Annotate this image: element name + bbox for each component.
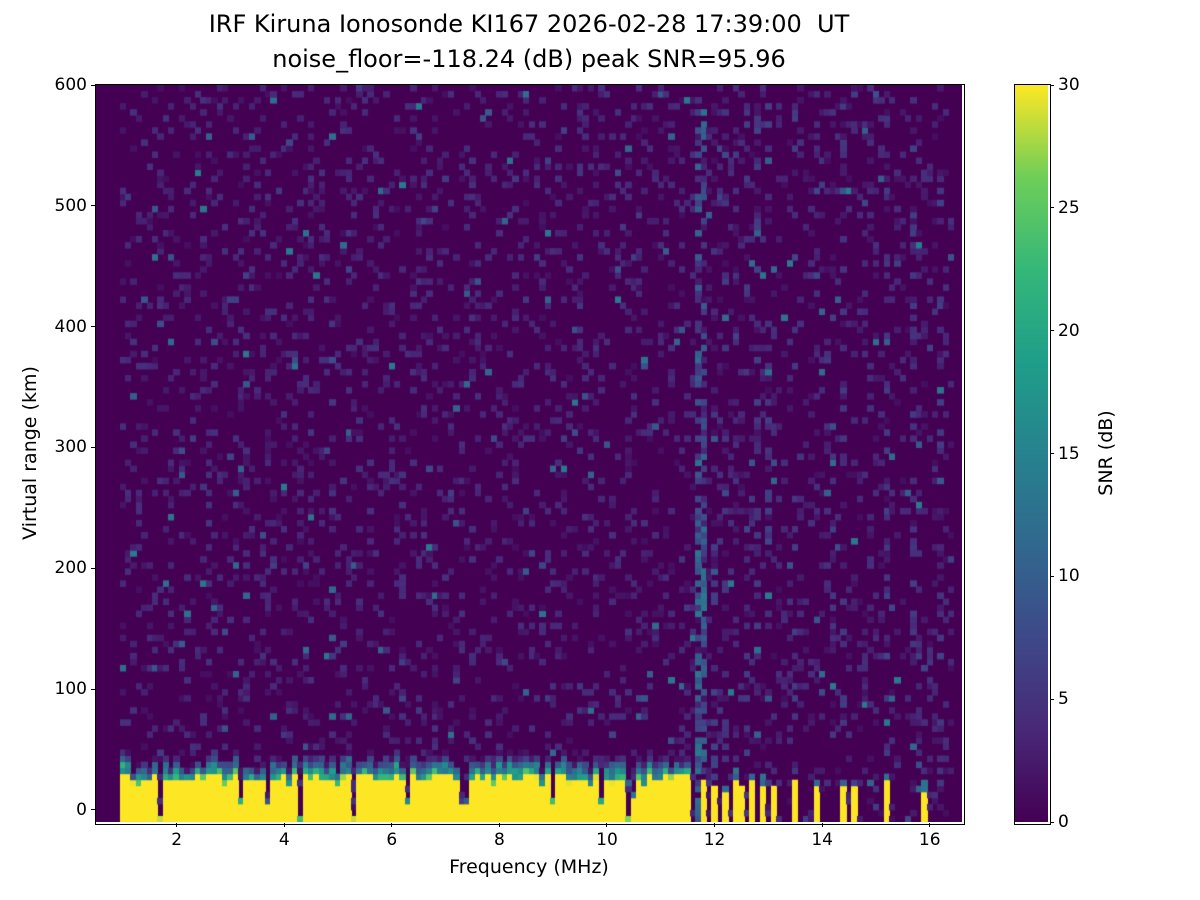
x-tick-label: 2: [171, 830, 183, 850]
colorbar-tick-label: 10: [1058, 566, 1080, 587]
x-tick-label: 10: [596, 830, 618, 850]
colorbar-tick-label: 20: [1058, 320, 1080, 341]
y-tick-mark: [91, 688, 95, 690]
y-tick-label: 300: [54, 437, 87, 458]
x-tick-mark: [714, 823, 716, 827]
x-tick-mark: [498, 823, 500, 827]
chart-title: IRF Kiruna Ionosonde KI167 2026-02-28 17…: [96, 7, 962, 77]
colorbar-tick-mark: [1050, 330, 1054, 332]
colorbar-tick-label: 30: [1058, 75, 1080, 95]
x-tick-label: 16: [918, 830, 941, 850]
x-tick-mark: [606, 823, 608, 827]
y-tick-mark: [91, 84, 95, 86]
colorbar-tick-mark: [1050, 698, 1054, 700]
colorbar-label: SNR (dB): [1095, 410, 1117, 496]
x-axis-label: Frequency (MHz): [449, 856, 609, 878]
y-tick-label: 500: [54, 195, 87, 216]
x-tick-label: 14: [811, 830, 833, 850]
y-tick-label: 400: [54, 316, 87, 337]
y-tick-label: 100: [54, 679, 87, 700]
x-tick-mark: [283, 823, 285, 827]
colorbar-tick-label: 15: [1058, 443, 1080, 464]
colorbar-tick-label: 25: [1058, 197, 1080, 218]
colorbar-tick-mark: [1050, 207, 1054, 209]
chart-title-line2: noise_floor=-118.24 (dB) peak SNR=95.96: [272, 45, 786, 73]
x-tick-mark: [176, 823, 178, 827]
y-tick-label: 200: [54, 558, 87, 579]
y-tick-mark: [91, 326, 95, 328]
x-tick-mark: [821, 823, 823, 827]
colorbar-tick-mark: [1050, 453, 1054, 454]
colorbar-tick-mark: [1050, 575, 1054, 577]
colorbar-gradient: [1015, 85, 1048, 822]
y-tick-mark: [91, 567, 95, 569]
x-tick-label: 12: [703, 830, 726, 850]
colorbar-tick-mark: [1050, 821, 1054, 823]
y-tick-mark: [91, 205, 95, 207]
x-tick-mark: [391, 823, 393, 827]
x-tick-label: 4: [278, 830, 290, 850]
chart-title-line1: IRF Kiruna Ionosonde KI167 2026-02-28 17…: [208, 10, 850, 38]
x-tick-label: 6: [386, 830, 398, 850]
y-tick-label: 0: [76, 799, 87, 820]
y-tick-label: 600: [54, 75, 87, 95]
x-tick-mark: [929, 823, 931, 827]
ionogram-heatmap: [96, 85, 962, 822]
y-tick-mark: [91, 809, 95, 811]
y-tick-mark: [91, 446, 95, 448]
colorbar-tick-mark: [1050, 84, 1054, 86]
colorbar-tick-label: 0: [1058, 812, 1069, 832]
colorbar-tick-label: 5: [1058, 689, 1069, 710]
x-tick-label: 8: [493, 830, 505, 850]
y-axis-label: Virtual range (km): [19, 366, 41, 540]
